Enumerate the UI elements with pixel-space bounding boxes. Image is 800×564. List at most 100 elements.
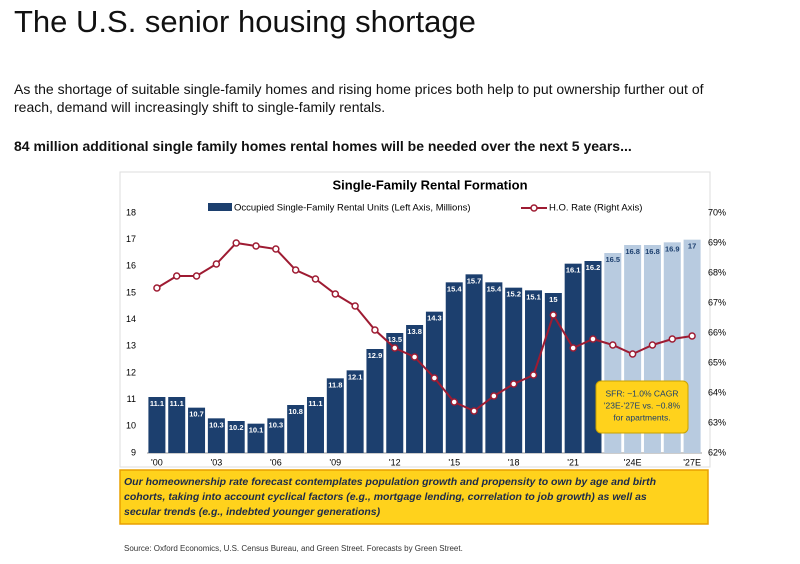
bar [445,282,463,453]
slide-title: The U.S. senior housing shortage [14,4,476,39]
note-text: secular trends (e.g., indebted younger g… [124,506,381,518]
line [156,241,693,413]
line-marker [410,353,419,361]
bar [326,378,344,453]
line-marker [391,344,399,352]
x-tick-label: '15 [448,457,460,467]
bar [306,397,324,453]
y-tick-label: 12 [126,367,136,377]
line-marker [470,407,478,415]
bar [505,287,523,453]
bar [386,333,404,453]
y2-tick-label: 69% [708,237,726,247]
line-marker [291,266,300,274]
annotation-box [595,380,689,434]
bar [227,421,245,453]
bar-value-label: 14.3 [427,314,442,323]
bar-value-label: 15.1 [526,292,541,301]
x-tick-label: '21 [567,457,579,467]
y-tick-label: 16 [126,261,136,271]
x-tick-label: '12 [389,457,401,467]
line-marker [272,245,280,253]
bar-value-label: 16.2 [586,263,601,272]
line-marker [311,275,320,283]
line-marker [232,239,240,247]
bar-value-label: 11.1 [170,399,184,408]
line-marker [549,311,558,319]
y2-tick-label: 65% [708,357,726,367]
y-tick-label: 17 [126,234,136,244]
line-marker [668,335,677,343]
legend-label: Occupied Single-Family Rental Units (Lef… [234,203,471,214]
line-marker [628,350,637,358]
y2-tick-label: 66% [708,327,726,337]
bar-value-label: 10.3 [209,420,224,429]
bar-value-label: 11.8 [328,380,342,389]
source: Source: Oxford Economics, U.S. Census Bu… [124,544,463,553]
y2-tick-label: 67% [708,297,726,307]
bar [267,418,285,453]
y2-tick-label: 64% [708,387,726,397]
chart-title: Single-Family Rental Formation [332,177,527,192]
bar-value-label: 15.4 [487,284,502,293]
x-tick-label: '00 [151,457,163,467]
line-marker [609,341,617,349]
y-tick-label: 14 [126,314,136,324]
bar [346,370,364,453]
note-text: cohorts, taking into account cyclical fa… [124,491,647,503]
bar [366,349,384,453]
annotation-text: for apartments. [613,412,670,422]
y2-tick-label: 62% [708,447,726,457]
bar [287,405,305,453]
bar-value-label: 10.3 [269,420,284,429]
line-marker [688,332,696,340]
line-marker [648,341,657,349]
line-marker [331,290,340,298]
bar [485,282,503,453]
y2-tick-label: 68% [708,267,726,277]
legend-label: H.O. Rate (Right Axis) [549,203,642,214]
line-marker [371,326,379,334]
x-tick-label: '24E [624,457,642,467]
bar-value-label: 16.8 [625,247,640,256]
bar-value-label: 16.8 [645,247,660,256]
bar-value-label: 10.7 [189,410,204,419]
line-marker [509,380,518,388]
y-tick-label: 13 [126,341,136,351]
x-tick-label: '27E [683,457,701,467]
annotation-text: '23E-'27E vs. ~0.8% [604,400,681,410]
annotation-text: SFR: ~1.0% CAGR [606,388,679,398]
bar-value-label: 10.1 [249,426,264,435]
bar [188,407,206,453]
y2-tick-label: 63% [708,417,726,427]
bar-value-label: 15.2 [506,290,521,299]
line-marker [153,284,161,292]
chart-frame [119,171,711,468]
bar-value-label: 17 [688,242,696,251]
bar-value-label: 12.1 [348,372,363,381]
line-marker [490,392,498,400]
bar-value-label: 13.5 [387,335,402,344]
y-tick-label: 10 [126,421,136,431]
bar-value-label: 10.2 [229,423,244,432]
highlight: 84 million additional single family home… [14,138,632,154]
line-marker [569,344,577,352]
paragraph: As the shortage of suitable single-famil… [14,80,794,116]
line-marker [172,272,181,280]
bar [544,293,562,453]
x-tick-label: '03 [211,457,223,467]
bar-value-label: 11.1 [308,399,322,408]
bar-value-label: 11.1 [150,399,164,408]
note-box [119,469,709,525]
paragraph-line: As the shortage of suitable single-famil… [14,81,704,97]
y2-tick-label: 70% [708,207,726,217]
bar [564,263,582,453]
line-marker [529,371,538,379]
bar [247,423,265,453]
bar [148,397,166,453]
bar-value-label: 16.1 [566,266,581,275]
bar-value-label: 16.9 [665,244,680,253]
line-marker [351,302,359,310]
bar-value-label: 15 [549,295,557,304]
bar-value-label: 12.9 [368,351,383,360]
